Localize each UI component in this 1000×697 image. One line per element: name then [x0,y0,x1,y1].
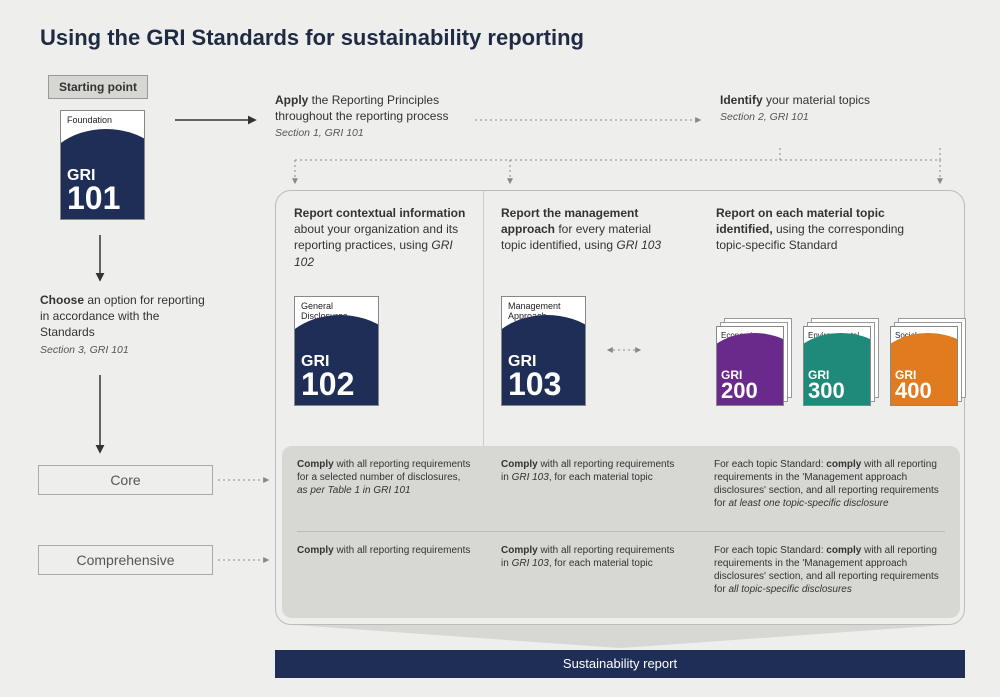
card-gri-103: Management Approach GRI 103 [501,296,586,406]
core-c2: Comply with all reporting requirements i… [501,458,676,484]
starting-point-label: Starting point [48,75,148,99]
core-c3: For each topic Standard: comply with all… [714,458,949,510]
core-c1: Comply with all reporting requirements f… [297,458,472,497]
panel-hline [297,531,945,532]
apply-text: Apply the Reporting Principles throughou… [275,92,460,141]
col2-text: Report the management approach for every… [501,205,676,254]
identify-text: Identify your material topics Section 2,… [720,92,920,124]
report-group-box: Report contextual information about your… [275,190,965,625]
card-stack-gri-300: Environmental GRI300 [803,316,881,406]
card-label: Foundation [67,116,137,126]
card-code: GRI 101 [67,168,120,213]
col1-text: Report contextual information about your… [294,205,469,270]
card-code: GRI 102 [301,354,354,399]
divider-line [483,191,484,446]
comprehensive-option: Comprehensive [38,545,213,575]
card-stack-gri-400: Social GRI400 [890,316,968,406]
page-title: Using the GRI Standards for sustainabili… [40,25,584,51]
comp-c3: For each topic Standard: comply with all… [714,544,949,596]
col3-text: Report on each material topic identified… [716,205,936,254]
sustainability-report-bar: Sustainability report [275,650,965,678]
card-gri-102: General Disclosures GRI 102 [294,296,379,406]
core-option: Core [38,465,213,495]
compliance-panel: Comply with all reporting requirements f… [282,446,960,618]
choose-text: Choose an option for reporting in accord… [40,292,210,357]
comp-c2: Comply with all reporting requirements i… [501,544,676,570]
comp-c1: Comply with all reporting requirements [297,544,472,557]
card-stack-gri-200: Economic GRI200 [716,316,794,406]
card-code: GRI 103 [508,354,561,399]
card-gri-101: Foundation GRI 101 [60,110,145,220]
